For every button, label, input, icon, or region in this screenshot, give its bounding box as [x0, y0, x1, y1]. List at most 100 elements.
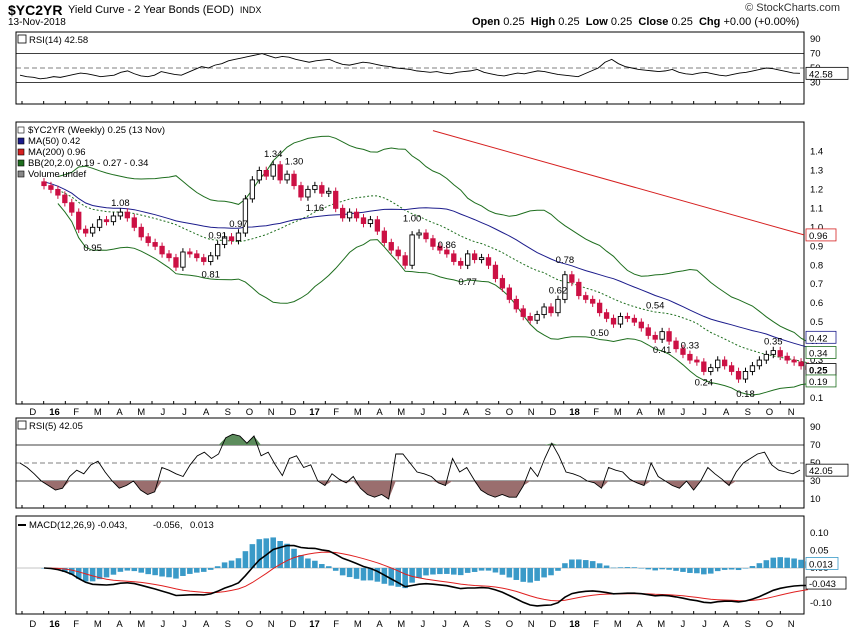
rsi5-tick-label: 70: [810, 440, 821, 451]
candle-down: [451, 253, 457, 262]
macd-histogram-bar: [367, 568, 374, 581]
close-tag: 0.25: [809, 366, 828, 377]
hist-legend-label: 0.013: [190, 520, 214, 531]
x-tick-label-top: A: [463, 407, 470, 418]
price-tick-label: 1.2: [810, 184, 823, 195]
candle-down: [360, 217, 367, 224]
macd-histogram-bar: [680, 568, 686, 572]
macd-histogram-bar: [62, 568, 68, 572]
price-tick-label: 0.6: [810, 298, 823, 309]
macd-histogram-bar: [735, 568, 742, 571]
x-tick-label-top: M: [354, 407, 362, 418]
x-tick-label-top: M: [94, 407, 102, 418]
subtitle-text: Yield Curve - 2 Year Bonds (EOD): [68, 4, 234, 16]
candle-down: [62, 194, 68, 204]
macd-histogram-bar: [687, 568, 693, 573]
candle-down: [430, 238, 436, 247]
x-tick-label-top: F: [333, 407, 339, 418]
price-annotation: 1.08: [111, 198, 130, 209]
candle-up: [659, 331, 665, 340]
price-annotation: 0.78: [556, 255, 575, 266]
candle-up: [221, 236, 228, 245]
macd-histogram-bar: [214, 566, 221, 568]
macd-tag-box: [805, 576, 847, 590]
candle-down: [41, 181, 47, 187]
candle-down: [645, 327, 651, 336]
close-value: 0.25: [671, 16, 693, 28]
price-annotation: 1.30: [285, 156, 304, 167]
macd-histogram-bar: [721, 568, 728, 570]
x-tick-label-bottom: J: [420, 619, 425, 630]
candle-down: [277, 164, 283, 181]
x-tick-label-bottom: A: [723, 619, 730, 630]
ma50-legend-label: MA(50) 0.42: [28, 136, 80, 147]
ma50-tag: 0.42: [809, 333, 828, 344]
candle-down: [69, 202, 75, 213]
price-tick-label: 0.8: [810, 260, 823, 271]
rsi5-overbought-fill: [218, 434, 559, 445]
macd-histogram-bar: [159, 568, 165, 577]
macd-histogram-bar: [520, 568, 527, 582]
macd-histogram-bar: [305, 558, 311, 568]
candle-up: [562, 274, 568, 300]
x-tick-label-bottom: A: [376, 619, 383, 630]
macd-histogram-bar: [256, 539, 263, 568]
macd-histogram-bar: [492, 568, 499, 573]
price-annotation: 0.24: [695, 377, 714, 388]
macd-histogram-bar: [589, 561, 596, 568]
macd-histogram-bar: [707, 568, 714, 574]
macd-histogram-bar: [228, 560, 235, 568]
candle-up: [208, 255, 214, 262]
price-tick-label: 0.7: [810, 279, 823, 290]
x-tick-label-bottom: A: [463, 619, 470, 630]
macd-histogram-bar: [69, 568, 75, 575]
macd-histogram-bar: [360, 568, 367, 581]
candle-up: [249, 179, 256, 200]
candle-down: [513, 298, 519, 310]
rsi14-tick-label: 70: [810, 49, 821, 60]
candle-up: [305, 188, 311, 198]
macd-histogram-bar: [430, 568, 436, 575]
price-annotation: 1.00: [403, 213, 422, 224]
macd-histogram-bar: [395, 568, 401, 587]
candle-down: [187, 251, 193, 255]
macd-histogram-bar: [555, 568, 561, 571]
price-annotation: 0.81: [201, 269, 220, 280]
macd-histogram-bar: [777, 557, 783, 568]
rsi5-value-tag: 42.05: [809, 466, 833, 477]
candle-down: [152, 242, 158, 247]
candle-down: [638, 321, 644, 329]
macd-histogram-bar: [235, 558, 242, 568]
macd-histogram-bar: [423, 568, 429, 576]
candle-down: [631, 317, 638, 323]
symbol: $YC2YR: [8, 2, 63, 18]
x-tick-label-bottom: A: [203, 619, 210, 630]
price-tick-label: 0.3: [810, 355, 823, 366]
macd-histogram-bar: [339, 568, 346, 576]
candle-down: [124, 211, 130, 219]
x-tick-label-top: M: [137, 407, 145, 418]
candle-up: [749, 365, 756, 372]
price-annotation: 0.95: [83, 243, 102, 254]
x-tick-label-top: N: [788, 407, 795, 418]
x-tick-label-top: J: [702, 407, 707, 418]
x-tick-label-bottom: D: [289, 619, 296, 630]
rsi5-tick-label: 50: [810, 458, 821, 469]
x-tick-label-bottom: N: [528, 619, 535, 630]
candle-down: [735, 371, 742, 380]
macd-tick-label: 0.05: [810, 546, 829, 557]
rsi14-value-tag-box: [805, 66, 849, 80]
rsi14-tick-label: 90: [810, 34, 821, 45]
macd-histogram-bar: [103, 568, 110, 578]
macd-histogram-bar: [756, 563, 763, 568]
candle-down: [131, 217, 137, 228]
legend-swatch: [17, 159, 25, 167]
exchange: INDX: [239, 5, 262, 15]
candle-down: [228, 236, 235, 242]
chg-label: Chg: [698, 16, 721, 28]
macd-histogram-bar: [659, 568, 665, 570]
x-tick-label-top: D: [549, 407, 556, 418]
x-tick-label-bottom: D: [549, 619, 556, 630]
candle-down: [583, 295, 589, 300]
candle-up: [708, 367, 714, 372]
